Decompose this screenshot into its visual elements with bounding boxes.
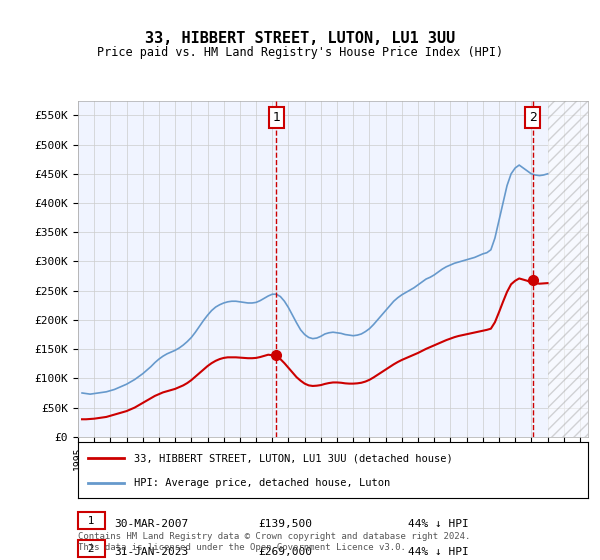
Text: 1: 1 [81,516,101,526]
HPI: Average price, detached house, Luton: (2.02e+03, 3.01e+05): Average price, detached house, Luton: (2… [459,258,466,264]
33, HIBBERT STREET, LUTON, LU1 3UU (detached house) [508,281,515,288]
33, HIBBERT STREET, LUTON, LU1 3UU (detached house) [544,280,551,287]
Text: 44% ↓ HPI: 44% ↓ HPI [408,547,469,557]
33, HIBBERT STREET, LUTON, LU1 3UU (detached house) [362,378,369,385]
33, HIBBERT STREET, LUTON, LU1 3UU (detached house) [467,330,474,337]
HPI: Average price, detached house, Luton: (2e+03, 7.3e+04): Average price, detached house, Luton: (2… [86,391,94,398]
Text: 1: 1 [272,111,280,124]
Text: 44% ↓ HPI: 44% ↓ HPI [408,519,469,529]
HPI: Average price, detached house, Luton: (2.02e+03, 4.6e+05): Average price, detached house, Luton: (2… [512,165,519,171]
HPI: Average price, detached house, Luton: (2.02e+03, 4.5e+05): Average price, detached house, Luton: (2… [544,170,551,177]
HPI: Average price, detached house, Luton: (2e+03, 7.5e+04): Average price, detached house, Luton: (2… [79,390,86,396]
Text: 31-JAN-2023: 31-JAN-2023 [114,547,188,557]
Text: HPI: Average price, detached house, Luton: HPI: Average price, detached house, Luto… [134,478,391,488]
Text: 30-MAR-2007: 30-MAR-2007 [114,519,188,529]
Text: £139,500: £139,500 [258,519,312,529]
Text: 2: 2 [529,111,536,124]
Text: 2: 2 [81,544,101,554]
33, HIBBERT STREET, LUTON, LU1 3UU (detached house) [79,416,86,423]
Text: 33, HIBBERT STREET, LUTON, LU1 3UU (detached house): 33, HIBBERT STREET, LUTON, LU1 3UU (deta… [134,453,453,463]
HPI: Average price, detached house, Luton: (2.01e+03, 1.85e+05): Average price, detached house, Luton: (2… [366,325,373,332]
Line: 33, HIBBERT STREET, LUTON, LU1 3UU (detached house): 33, HIBBERT STREET, LUTON, LU1 3UU (deta… [82,278,548,419]
Text: £269,000: £269,000 [258,547,312,557]
33, HIBBERT STREET, LUTON, LU1 3UU (detached house) [455,333,462,339]
HPI: Average price, detached house, Luton: (2.02e+03, 4.65e+05): Average price, detached house, Luton: (2… [515,162,523,169]
HPI: Average price, detached house, Luton: (2.02e+03, 3.07e+05): Average price, detached house, Luton: (2… [471,254,478,261]
HPI: Average price, detached house, Luton: (2.01e+03, 2.3e+05): Average price, detached house, Luton: (2… [241,299,248,306]
33, HIBBERT STREET, LUTON, LU1 3UU (detached house) [515,275,523,282]
Bar [548,101,588,437]
33, HIBBERT STREET, LUTON, LU1 3UU (detached house) [390,361,397,368]
Text: 33, HIBBERT STREET, LUTON, LU1 3UU: 33, HIBBERT STREET, LUTON, LU1 3UU [145,31,455,46]
Text: Price paid vs. HM Land Registry's House Price Index (HPI): Price paid vs. HM Land Registry's House … [97,46,503,59]
Text: Contains HM Land Registry data © Crown copyright and database right 2024.
This d: Contains HM Land Registry data © Crown c… [78,532,470,552]
Line: HPI: Average price, detached house, Luton: HPI: Average price, detached house, Luto… [82,165,548,394]
HPI: Average price, detached house, Luton: (2.01e+03, 2.38e+05): Average price, detached house, Luton: (2… [394,295,401,301]
33, HIBBERT STREET, LUTON, LU1 3UU (detached house) [236,354,244,361]
